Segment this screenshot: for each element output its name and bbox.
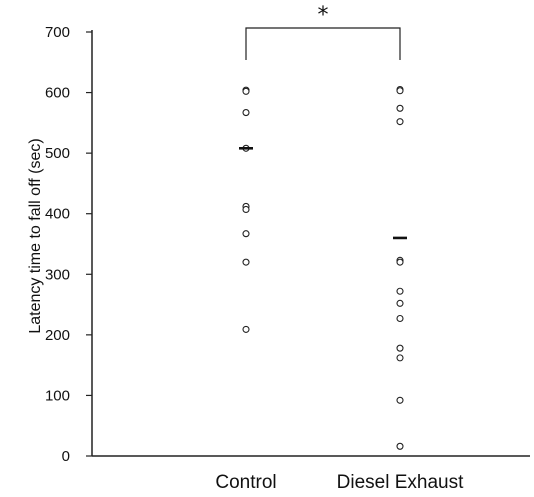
significance-star: * [318,3,329,28]
data-point [396,104,404,112]
data-point [242,325,250,333]
data-point [396,344,404,352]
data-point [242,230,250,238]
y-tick-label: 500 [45,145,70,162]
data-point [242,87,250,95]
x-category-label: Control [215,472,276,493]
significance-bracket: * [245,3,401,60]
data-point [396,314,404,323]
data-point [396,287,404,295]
data-point [396,87,404,95]
data-point [242,258,250,266]
data-point [242,109,250,117]
y-tick-label: 100 [45,387,70,404]
y-tick-label: 700 [45,24,70,41]
y-axis-title: Latency time to fall off (sec) [27,138,44,333]
y-tick-label: 300 [45,266,70,283]
data-point [396,354,404,362]
y-tick-label: 0 [62,448,70,465]
y-tick-label: 600 [45,85,70,102]
y-tick-label: 400 [45,206,70,223]
bracket-line [245,27,401,60]
y-axis: 0 100 200 300 400 500 600 700 [45,24,93,465]
data-point [396,396,404,404]
data-point [242,205,250,214]
data-point [396,118,404,126]
data-point [396,299,404,307]
mean-markers [239,146,407,240]
y-tick-label: 200 [45,327,70,344]
data-point [396,442,404,450]
data-point [396,258,404,266]
data-points [242,85,404,450]
x-category-label: Diesel Exhaust [337,472,464,493]
category-labels: Control Diesel Exhaust [215,472,464,493]
